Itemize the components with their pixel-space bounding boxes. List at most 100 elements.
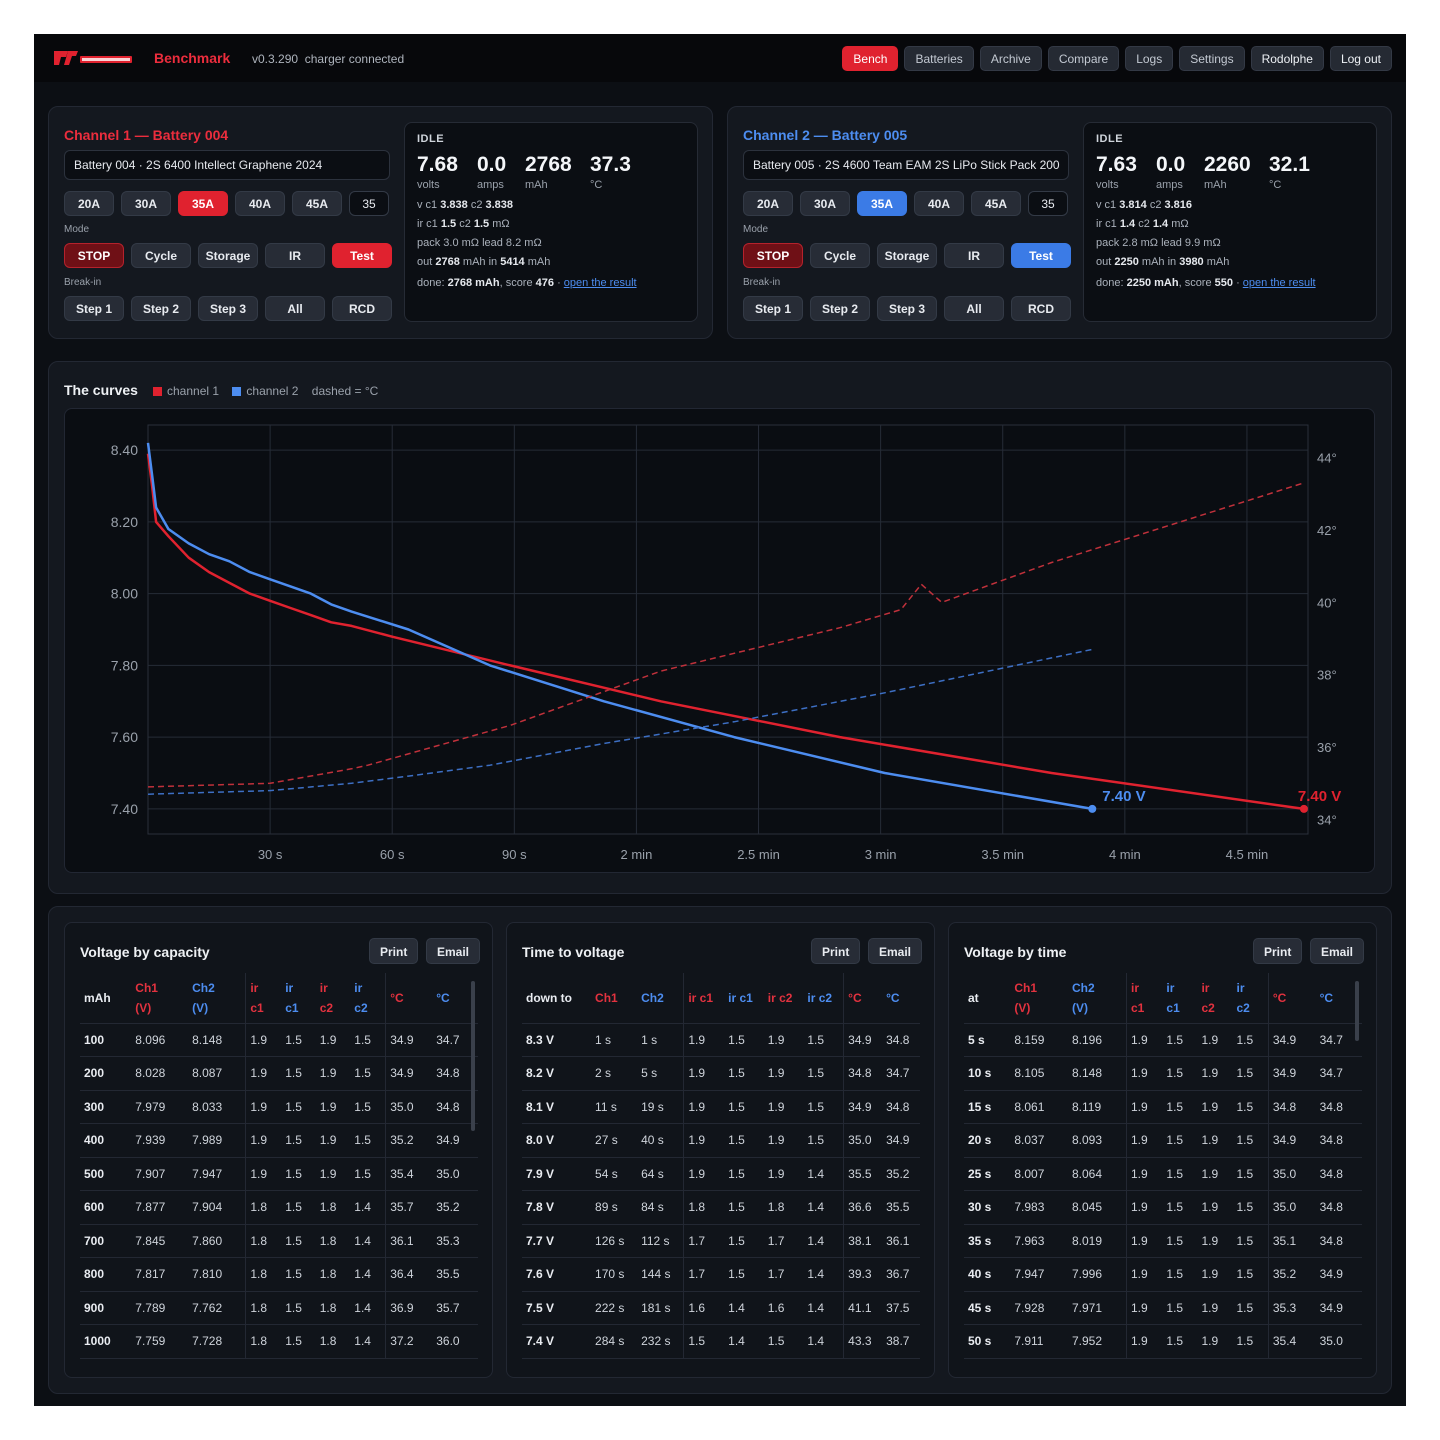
table-header-cell[interactable]: °C xyxy=(432,973,478,1024)
channel-2-current-input[interactable]: 35 xyxy=(1028,191,1068,216)
channel-2-cycle-button[interactable]: Cycle xyxy=(810,243,870,268)
nav-bench[interactable]: Bench xyxy=(842,46,899,71)
table-header-cell[interactable]: Ch1 xyxy=(591,973,638,1024)
channel-2-open-result-link[interactable]: open the result xyxy=(1242,277,1316,289)
table-cell: 89 s xyxy=(591,1190,638,1225)
table-cell: 1.9 xyxy=(245,1056,282,1091)
table-header-cell[interactable]: Ch2 (V) xyxy=(1068,973,1127,1024)
table-header-cell[interactable]: mAh xyxy=(80,973,132,1024)
channel-1-current-45a[interactable]: 45A xyxy=(292,191,342,216)
table-header-cell[interactable]: °C xyxy=(882,973,920,1024)
channel-1-open-result-link[interactable]: open the result xyxy=(563,277,637,289)
channel-2-current-45a[interactable]: 45A xyxy=(971,191,1021,216)
channel-1-step-3-button[interactable]: Step 3 xyxy=(198,296,258,321)
channel-1-ir-button[interactable]: IR xyxy=(265,243,325,268)
table-header-cell[interactable]: ir c2 xyxy=(763,973,804,1024)
table-header-cell[interactable]: ir c1 xyxy=(724,973,764,1024)
table-cell: 1.9 xyxy=(763,1056,804,1091)
table-cell: 7.907 xyxy=(131,1157,189,1191)
ttv-email-button[interactable]: Email xyxy=(868,938,923,964)
table-header-cell[interactable]: ir c2 xyxy=(803,973,844,1024)
nav-batteries[interactable]: Batteries xyxy=(904,46,974,71)
table-cell: 1.5 xyxy=(350,1157,386,1191)
table-cell: 1.5 xyxy=(1162,1257,1198,1292)
nav-settings[interactable]: Settings xyxy=(1179,46,1245,71)
table-header-cell[interactable]: ir c2 xyxy=(1232,973,1269,1024)
channel-1-step-1-button[interactable]: Step 1 xyxy=(64,296,124,321)
table-header-cell[interactable]: ir c1 xyxy=(245,973,282,1024)
table-header-cell[interactable]: °C xyxy=(1267,973,1316,1024)
channel-1-current-35a[interactable]: 35A xyxy=(178,191,228,216)
table-header-cell[interactable]: ir c2 xyxy=(1197,973,1233,1024)
channel-2-test-button[interactable]: Test xyxy=(1011,243,1071,268)
channel-2-current-30a[interactable]: 30A xyxy=(800,191,850,216)
vbt-scrollbar[interactable] xyxy=(1355,981,1359,1041)
table-header-cell[interactable]: Ch1 (V) xyxy=(1010,973,1068,1024)
table-header-cell[interactable]: ir c2 xyxy=(350,973,386,1024)
table-header-cell[interactable]: ir c2 xyxy=(315,973,351,1024)
channel-1-stop-button[interactable]: STOP xyxy=(64,243,124,268)
rc-discharger-logo xyxy=(54,51,132,65)
table-cell: 8.148 xyxy=(188,1023,246,1057)
cap-print-button[interactable]: Print xyxy=(369,938,419,964)
table-header-cell[interactable]: ir c1 xyxy=(281,973,316,1024)
channel-1-step-2-button[interactable]: Step 2 xyxy=(131,296,191,321)
table-row: 5 s 8.159 8.196 1.9 1.5 1.9 1.5 34.9 34.7 xyxy=(964,1023,1362,1057)
channel-1-current-20a[interactable]: 20A xyxy=(64,191,114,216)
table-cell: 1.8 xyxy=(315,1291,351,1325)
channel-2-step-2-button[interactable]: Step 2 xyxy=(810,296,870,321)
channel-1-all-button[interactable]: All xyxy=(265,296,325,321)
nav-logs[interactable]: Logs xyxy=(1125,46,1174,71)
table-cell: 1.5 xyxy=(281,1123,316,1158)
channel-1-current-input[interactable]: 35 xyxy=(349,191,389,216)
channel-2-stop-button[interactable]: STOP xyxy=(743,243,803,268)
channel-2-current-35a[interactable]: 35A xyxy=(857,191,907,216)
table-cell: 34.9 xyxy=(1315,1291,1362,1325)
table-row: 7.8 V 89 s 84 s 1.8 1.5 1.8 1.4 36.6 35.5 xyxy=(522,1190,920,1225)
voltage-temperature-chart[interactable]: 30 s 60 s 90 s 2 min 2.5 min 3 min 3.5 min 4 mi… xyxy=(65,409,1376,874)
table-header-cell[interactable]: °C xyxy=(1315,973,1362,1024)
cap-email-button[interactable]: Email xyxy=(426,938,481,964)
nav-compare[interactable]: Compare xyxy=(1047,46,1120,71)
nav-user[interactable]: Rodolphe xyxy=(1250,46,1324,71)
channel-2-step-1-button[interactable]: Step 1 xyxy=(743,296,803,321)
table-header-cell[interactable]: ir c1 xyxy=(683,973,725,1024)
table-header-cell[interactable]: down to xyxy=(522,973,592,1024)
channel-1-rcd-button[interactable]: RCD xyxy=(332,296,392,321)
channel-2-step-3-button[interactable]: Step 3 xyxy=(877,296,937,321)
vbt-email-button[interactable]: Email xyxy=(1310,938,1365,964)
cap-scrollbar[interactable] xyxy=(471,981,475,1131)
channel-2-ir-button[interactable]: IR xyxy=(944,243,1004,268)
table-header-cell[interactable]: at xyxy=(964,973,1011,1024)
channel-1-current-30a[interactable]: 30A xyxy=(121,191,171,216)
table-cell: 35.0 xyxy=(1267,1190,1316,1225)
table-header-cell[interactable]: ir c1 xyxy=(1162,973,1198,1024)
channel-1-storage-button[interactable]: Storage xyxy=(198,243,258,268)
table-header-cell[interactable]: ir c1 xyxy=(1126,973,1163,1024)
table-header-cell[interactable]: °C xyxy=(843,973,883,1024)
table-header-cell[interactable]: Ch2 xyxy=(637,973,684,1024)
channel-1-current-40a[interactable]: 40A xyxy=(235,191,285,216)
table-cell: 34.7 xyxy=(1315,1056,1362,1091)
channel-2-current-40a[interactable]: 40A xyxy=(914,191,964,216)
channel-2-current-20a[interactable]: 20A xyxy=(743,191,793,216)
vbt-print-button[interactable]: Print xyxy=(1253,938,1303,964)
channel-2-rcd-button[interactable]: RCD xyxy=(1011,296,1071,321)
table-header-cell[interactable]: Ch1 (V) xyxy=(131,973,189,1024)
table-cell: 1.8 xyxy=(315,1324,351,1359)
table-header-cell[interactable]: °C xyxy=(385,973,433,1024)
table-cell: 1.9 xyxy=(683,1123,725,1158)
channel-2-all-button[interactable]: All xyxy=(944,296,1004,321)
legend-ch1: channel 1 xyxy=(167,384,220,398)
table-header-cell[interactable]: Ch2 (V) xyxy=(188,973,246,1024)
channel-1-cycle-button[interactable]: Cycle xyxy=(131,243,191,268)
channel-2-battery-select[interactable]: Battery 005 · 2S 4600 Team EAM 2S LiPo S… xyxy=(743,150,1069,180)
channel-1-battery-select[interactable]: Battery 004 · 2S 6400 Intellect Graphene… xyxy=(64,150,390,180)
channel-1-test-button[interactable]: Test xyxy=(332,243,392,268)
legend-ch2: channel 2 xyxy=(246,384,299,398)
logout-button[interactable]: Log out xyxy=(1329,46,1392,71)
ttv-print-button[interactable]: Print xyxy=(811,938,861,964)
channel-2-storage-button[interactable]: Storage xyxy=(877,243,937,268)
table-cell: 34.9 xyxy=(1267,1056,1316,1091)
nav-archive[interactable]: Archive xyxy=(979,46,1042,71)
